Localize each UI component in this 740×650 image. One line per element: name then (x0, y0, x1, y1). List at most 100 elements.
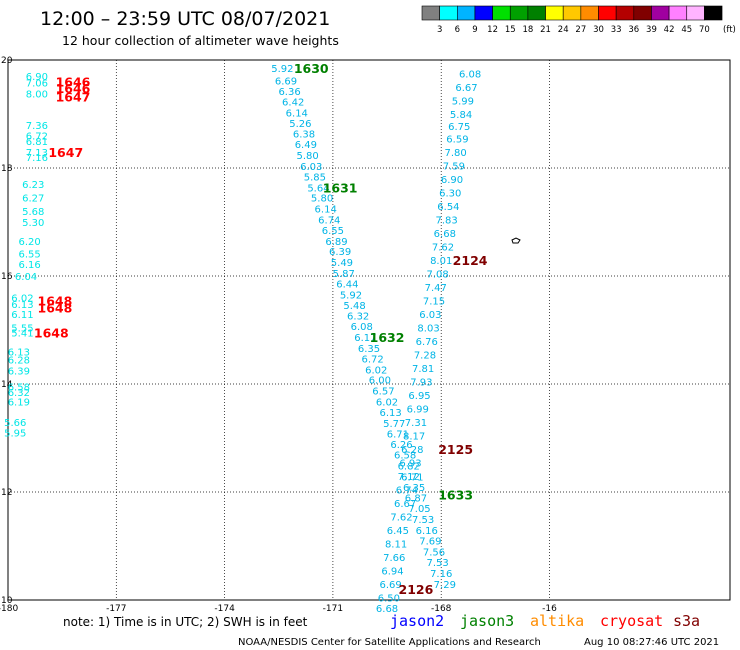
chart-title: 12:00 – 23:59 UTC 08/07/2021 (40, 8, 330, 30)
swh-value: 6.32 (8, 388, 30, 399)
swh-value: 6.16 (416, 526, 438, 537)
swh-value: 6.38 (293, 129, 315, 140)
colorbar-label: 39 (646, 25, 657, 35)
swh-value: 6.04 (15, 272, 37, 283)
swh-value: 6.54 (437, 202, 459, 213)
colorbar-swatch (686, 5, 705, 21)
pass-time-label: 1648 (34, 326, 69, 341)
pass-time-label: 1647 (56, 90, 91, 105)
swh-value: 6.02 (11, 294, 33, 305)
swh-value: 7.06 (26, 79, 48, 90)
swh-value: 6.55 (322, 226, 344, 237)
colorbar-label: 45 (681, 25, 692, 35)
swh-value: 6.39 (329, 247, 351, 258)
footnote: note: 1) Time is in UTC; 2) SWH is in fe… (63, 615, 308, 629)
colorbar-swatch (527, 5, 546, 21)
colorbar-label: 18 (522, 25, 533, 35)
x-tick-label: -174 (214, 604, 235, 614)
swh-value: 8.11 (385, 539, 407, 550)
swh-value: 6.13 (11, 300, 33, 311)
swh-value: 6.58 (8, 383, 30, 394)
pass-time-label: 1633 (438, 488, 473, 503)
swh-value: 6.27 (22, 194, 44, 205)
swh-value: 6.69 (275, 77, 297, 88)
swh-value: 5.26 (289, 119, 311, 130)
y-tick-label: 16 (1, 272, 13, 282)
swh-value: 6.20 (19, 237, 41, 248)
y-tick-label: 20 (1, 56, 13, 66)
y-tick-label: 12 (1, 488, 12, 498)
swh-value: 6.02 (376, 397, 398, 408)
swh-value: 6.59 (446, 134, 468, 145)
swh-value: 6.14 (286, 108, 308, 119)
colorbar-swatch (580, 5, 599, 21)
swh-value: 7.69 (419, 537, 441, 548)
swh-value: 8.00 (26, 89, 48, 100)
x-tick-label: -180 (0, 604, 18, 614)
x-tick-label: -168 (431, 604, 452, 614)
colorbar-swatch (633, 5, 652, 21)
colorbar-swatch (439, 5, 458, 21)
swh-value: 7.59 (443, 161, 465, 172)
colorbar-label: 30 (593, 25, 604, 35)
mission-cryosat: cryosat (600, 612, 663, 630)
mission-s3a: s3a (673, 612, 700, 630)
swh-value: 6.08 (459, 70, 481, 81)
colorbar-swatch (545, 5, 564, 21)
y-tick-label: 10 (1, 596, 13, 606)
swh-value: 6.74 (318, 215, 340, 226)
mission-legend: jason2 jason3 altika cryosat s3a (390, 612, 700, 630)
pass-time-label: 1647 (48, 145, 83, 160)
y-tick-label: 18 (1, 164, 13, 174)
swh-value: 6.23 (22, 180, 44, 191)
colorbar-swatch (704, 5, 723, 21)
swh-value: 6.72 (361, 355, 383, 366)
swh-value: 7.05 (408, 504, 430, 515)
mission-jason3: jason3 (460, 612, 514, 630)
colorbar-swatch (509, 5, 529, 21)
swh-value: 6.67 (394, 499, 416, 510)
footer-timestamp: Aug 10 08:27:46 UTC 2021 (584, 637, 719, 648)
colorbar-swatch (456, 5, 476, 21)
swh-value: 5.99 (452, 97, 474, 108)
swh-value: 6.69 (380, 580, 402, 591)
swh-value: 6.42 (282, 98, 304, 109)
footer-credit: NOAA/NESDIS Center for Satellite Applica… (238, 637, 541, 648)
colorbar-unit: (ft) (723, 25, 736, 35)
colorbar-swatch (421, 5, 440, 21)
swh-value: 6.03 (300, 162, 322, 173)
colorbar-label: 36 (628, 25, 639, 35)
swh-value: 6.35 (358, 344, 380, 355)
colorbar-label: 33 (611, 25, 622, 35)
grid-lines (8, 60, 730, 600)
swh-value: 6.58 (394, 451, 416, 462)
swh-value: 5.84 (450, 110, 472, 121)
swh-value: 6.45 (387, 526, 409, 537)
axis-ticks: -180 -177 -174 -171 -168 -16 10 12 14 16 18 20 (0, 56, 557, 614)
swh-value: 5.77 (383, 419, 405, 430)
swh-value: 6.39 (8, 367, 30, 378)
swh-value: 7.56 (423, 547, 445, 558)
x-tick-label: -177 (106, 604, 126, 614)
pass-time-label: 1648 (38, 300, 73, 315)
swh-value: 7.66 (383, 553, 405, 564)
swh-value: 8.01 (430, 256, 452, 267)
swh-value: 6.03 (419, 310, 441, 321)
swh-value: 5.30 (22, 218, 44, 229)
swh-value: 6.76 (416, 337, 438, 348)
colorbar-swatch (598, 5, 617, 21)
swh-value: 6.50 (378, 593, 400, 604)
swh-value: 6.36 (278, 87, 300, 98)
plot-frame (7, 59, 731, 601)
time-labels: 1646164616471647164816481648163016311632… (34, 61, 488, 597)
swh-value: 5.55 (11, 323, 33, 334)
swh-value: 6.17 (354, 333, 376, 344)
colorbar-label: 21 (540, 25, 551, 35)
swh-value: 6.81 (26, 137, 48, 148)
swh-value: 6.08 (351, 322, 373, 333)
colorbar-swatch (615, 5, 635, 21)
chart-subtitle: 12 hour collection of altimeter wave hei… (62, 33, 339, 48)
swh-value: 5.80 (296, 151, 318, 162)
swh-value: 7.15 (423, 296, 445, 307)
